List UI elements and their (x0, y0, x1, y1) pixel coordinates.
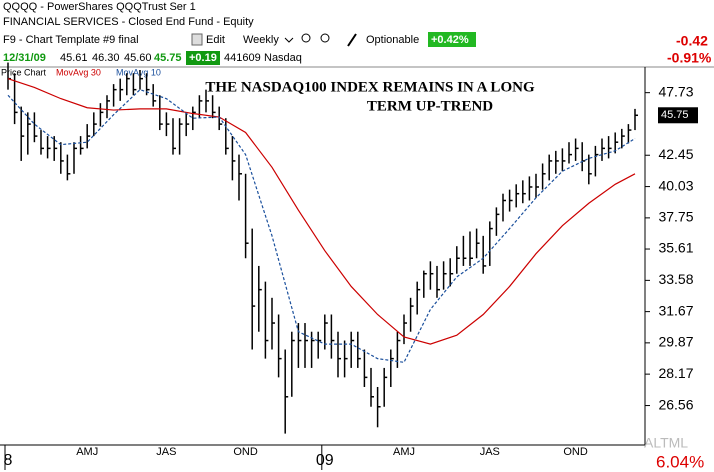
pct-change: +0.42% (431, 34, 469, 46)
x-tick-label: AMJ (393, 446, 415, 458)
open: 45.61 (60, 52, 88, 64)
last-price-label: 45.75 (661, 109, 689, 121)
annotation: THE NASDAQ100 INDEX REMAINS IN A LONG (205, 79, 535, 95)
legend-entry: MovAvg 10 (116, 67, 161, 77)
annotation: TERM UP-TREND (367, 98, 493, 114)
right-change: -0.42 (676, 33, 708, 49)
zoom-out[interactable] (320, 33, 330, 43)
y-tick-label: 29.87 (658, 334, 693, 350)
change-box (186, 51, 220, 65)
optionable: Optionable (366, 34, 419, 46)
edit-icon[interactable] (191, 33, 203, 46)
moving-average (7, 88, 636, 363)
template[interactable]: F9 - Chart Template #9 final (3, 34, 139, 46)
x-tick-label: JAS (156, 446, 176, 458)
dropdown-arrow[interactable] (284, 37, 294, 43)
symbol-line: QQQQ - PowerShares QQQTrust Ser 1 (3, 1, 196, 13)
pct-box (428, 32, 476, 47)
footer-left: ALTML (644, 435, 688, 451)
y-tick-label: 31.67 (658, 302, 693, 318)
x-tick-label: JAS (480, 446, 500, 458)
edit[interactable]: Edit (206, 34, 225, 46)
y-tick-label: 35.61 (658, 240, 693, 256)
y-tick-label: 33.58 (658, 271, 693, 287)
draw-tool[interactable] (347, 33, 357, 47)
volume: 441609 (224, 52, 261, 64)
sector: FINANCIAL SERVICES - Closed End Fund - E… (3, 16, 254, 28)
moving-average (7, 78, 636, 345)
footer-right: 6.04% (656, 452, 704, 471)
period[interactable]: Weekly (243, 34, 279, 46)
y-tick-label: 40.03 (658, 177, 693, 193)
exchange: Nasdaq (264, 52, 302, 64)
legend-entry: MovAvg 30 (56, 67, 101, 77)
change: +0.19 (189, 52, 217, 64)
x-tick-label: OND (563, 446, 588, 458)
x-tick-label: AMJ (76, 446, 98, 458)
low: 45.60 (124, 52, 152, 64)
zoom-in[interactable] (301, 33, 311, 43)
y-tick-label: 42.45 (658, 146, 693, 162)
y-tick-label: 37.75 (658, 209, 693, 225)
x-tick-label: OND (233, 446, 258, 458)
date: 12/31/09 (3, 52, 46, 64)
y-tick-label: 47.73 (658, 83, 693, 99)
last: 45.75 (154, 52, 182, 64)
y-tick-label: 28.17 (658, 365, 693, 381)
x-tick-label: 8 (4, 452, 13, 469)
y-tick-label: 26.56 (658, 396, 693, 412)
right-pct: -0.91% (667, 50, 712, 66)
last-price-box (658, 107, 698, 124)
x-tick-label: 09 (316, 452, 334, 469)
high: 46.30 (92, 52, 120, 64)
chart-label: Price Chart (1, 67, 47, 77)
